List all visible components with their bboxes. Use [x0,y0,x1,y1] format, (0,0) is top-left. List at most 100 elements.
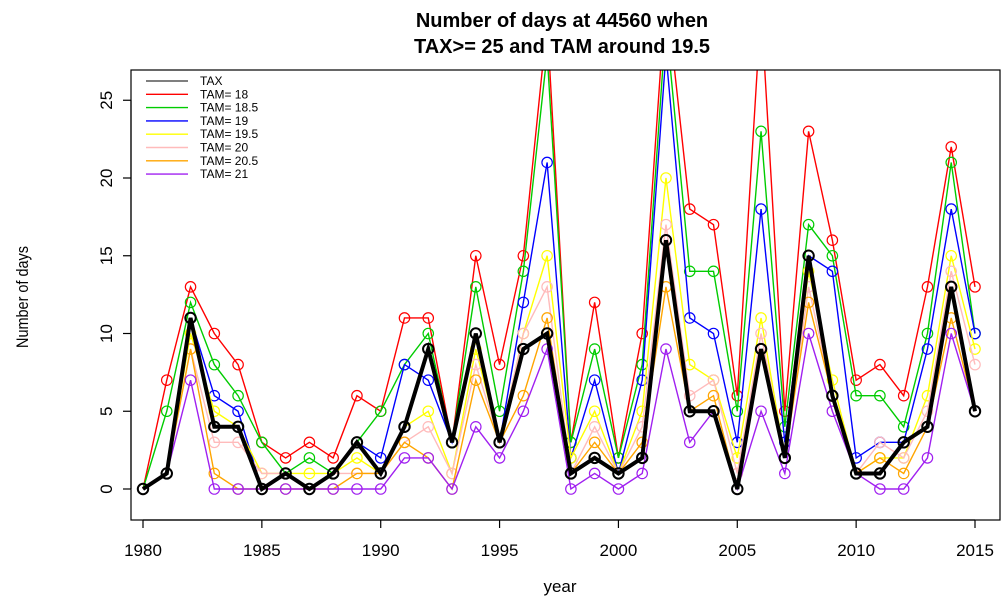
data-point [660,218,672,231]
data-point [351,389,363,402]
legend-item: TAM= 19.5 [146,127,258,141]
data-point [683,312,696,324]
x-tick-label: 2000 [600,541,638,560]
data-point [755,203,767,215]
data-point [398,436,411,449]
data-point [921,343,934,355]
data-point [945,203,958,215]
data-point [231,420,245,433]
data-point [683,405,696,418]
data-point [802,218,815,231]
data-point [897,389,910,402]
data-point [968,405,982,418]
data-point [398,358,411,371]
data-point [160,467,173,480]
legend-label: TAM= 18 [200,87,248,101]
data-point [969,358,981,371]
data-point [398,452,411,464]
data-point [897,467,910,480]
y-tick-label: 0 [97,484,116,493]
data-point [422,312,435,324]
data-point [327,452,339,464]
data-point [256,436,268,449]
data-point [541,281,553,293]
data-point [945,156,958,169]
series-line [142,70,976,491]
legend-label: TAM= 19.5 [200,127,258,141]
data-point [754,342,768,356]
x-tick-label: 1990 [362,541,400,560]
data-point [707,374,720,386]
data-point [707,218,720,231]
data-point [469,420,482,433]
data-point [422,420,435,433]
legend-item: TAM= 20.5 [146,154,258,168]
data-point [731,405,744,418]
data-point [588,374,601,386]
data-point [588,343,601,355]
data-point [232,389,244,402]
data-point [874,436,886,449]
x-axis-title: year [543,577,576,596]
series-tam-18 [137,70,981,495]
data-point [184,374,197,386]
data-point [826,265,839,278]
data-point [208,436,221,449]
data-point [446,483,458,495]
data-point [350,436,364,449]
data-point [850,374,862,386]
data-point [303,467,316,480]
x-tick-label: 1995 [481,541,519,560]
legend-item: TAM= 19 [146,114,248,128]
data-point [517,327,530,340]
series-line [142,70,976,490]
data-point [945,265,958,278]
data-point [874,483,886,495]
x-tick-label: 2005 [718,541,756,560]
data-point [422,452,435,464]
data-point [398,312,411,324]
legend-item: TAM= 21 [146,167,248,181]
data-point [184,281,197,293]
series-layer [136,70,982,496]
data-point [208,467,221,480]
data-point [873,467,887,480]
data-point [517,405,530,418]
data-point [755,312,767,324]
y-tick-label: 10 [97,324,116,343]
data-point [921,452,934,464]
data-point [612,467,625,480]
data-point [541,156,553,169]
data-point [945,280,958,294]
data-point [897,420,910,433]
data-point [636,327,648,340]
legend-label: TAM= 18.5 [200,101,258,115]
data-point [493,358,506,371]
data-point [660,172,672,184]
data-point [445,436,459,449]
data-point [351,467,363,480]
data-point [588,420,601,433]
data-point [897,452,910,464]
data-point [327,483,339,495]
x-tick-label: 2010 [837,541,875,560]
data-point [826,249,839,262]
data-point [683,203,696,215]
data-point [422,327,435,340]
data-point [232,405,244,418]
data-point [755,327,767,340]
data-point [422,374,435,386]
legend-item: TAX [146,74,222,88]
data-point [517,249,530,262]
data-point [469,374,482,386]
data-point [826,234,839,246]
chart-title-line2: TAX>= 25 and TAM around 19.5 [414,36,710,58]
data-point [279,483,292,495]
data-point [588,467,601,480]
data-point [897,483,910,495]
legend-label: TAX [200,74,222,88]
data-point [660,343,672,355]
data-point [565,483,577,495]
data-point [540,327,554,340]
